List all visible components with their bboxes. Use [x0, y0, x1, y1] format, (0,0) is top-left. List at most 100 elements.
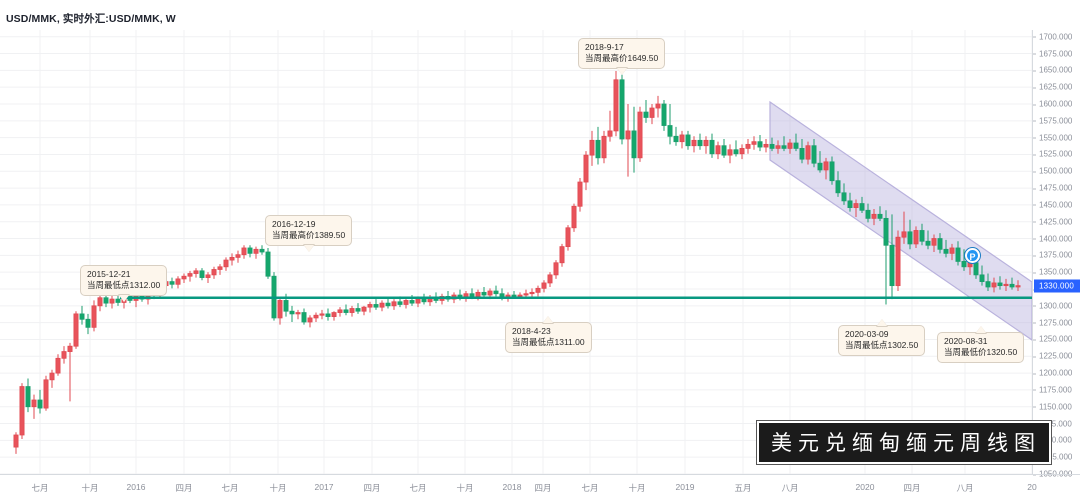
candlestick [13, 432, 19, 454]
candlestick [97, 295, 103, 312]
candlestick [241, 245, 247, 259]
candlestick [325, 308, 331, 321]
candlestick [631, 106, 637, 173]
candlestick [709, 133, 715, 158]
candlestick [607, 110, 613, 142]
candlestick [895, 230, 901, 292]
price-tick: 1300.000 [1033, 301, 1072, 310]
current-price-tag: 1330.000 [1034, 279, 1080, 293]
candlestick [913, 226, 919, 248]
annotation-date: 2016-12-19 [272, 219, 316, 229]
candlestick [805, 141, 811, 165]
candlestick [373, 299, 379, 310]
callout-tail [542, 316, 555, 324]
candlestick [655, 95, 661, 118]
candlestick [601, 130, 607, 164]
candlestick [493, 285, 499, 297]
candlestick [49, 369, 55, 388]
candlestick [589, 130, 595, 166]
candlestick [43, 375, 49, 411]
annotation-date: 2015-12-21 [87, 269, 131, 279]
price-tick: 1200.000 [1033, 369, 1072, 378]
candlestick [919, 223, 925, 246]
candlestick [817, 151, 823, 173]
candlestick [1015, 280, 1021, 292]
candlestick [703, 136, 709, 154]
price-tick: 1375.000 [1033, 251, 1072, 260]
candlestick [301, 308, 307, 325]
time-tick: 四月 [175, 483, 193, 493]
candlestick [253, 246, 259, 259]
time-tick: 2020 [855, 482, 875, 492]
price-tick: 1400.000 [1033, 234, 1072, 243]
callout-tail [615, 67, 628, 75]
candlestick [73, 311, 79, 349]
price-tick: 1425.000 [1033, 217, 1072, 226]
candlestick-svg [0, 30, 1032, 474]
price-tick: 1700.000 [1033, 32, 1072, 41]
price-tick: 1450.000 [1033, 200, 1072, 209]
pin-badge-icon[interactable]: P [965, 248, 980, 263]
candlestick [649, 104, 655, 125]
candlestick [205, 272, 211, 283]
candlestick [925, 230, 931, 250]
candlestick [799, 138, 805, 164]
time-tick: 八月 [956, 483, 974, 493]
candlestick [787, 138, 793, 154]
candlestick [331, 311, 337, 321]
candlestick [445, 291, 451, 302]
price-tick: 1175.000 [1033, 385, 1072, 394]
annotation-callout[interactable]: 2020-08-31 当周最低价1320.50 [937, 326, 1025, 363]
price-tick: 1675.000 [1033, 49, 1072, 58]
candlestick [955, 241, 961, 266]
candlestick [829, 156, 835, 185]
candlestick [1009, 277, 1015, 290]
time-tick: 2016 [126, 482, 146, 492]
annotation-callout[interactable]: 2020-03-09 当周最低点1302.50 [838, 319, 926, 356]
price-axis[interactable]: 1700.000 1675.000 1650.000 1625.000 1600.000… [1032, 30, 1080, 479]
candlestick [313, 312, 319, 322]
chart-plot-area[interactable] [0, 30, 1032, 474]
candlestick [625, 104, 631, 177]
annotation-detail: 当周最低点1311.00 [512, 337, 585, 347]
annotation-callout[interactable]: 2015-12-21 当周最低点1312.00 [80, 265, 168, 302]
candlestick [769, 137, 775, 152]
candlestick [265, 247, 271, 279]
candlestick [235, 250, 241, 263]
annotation-callout[interactable]: 2018-9-17 当周最高价1649.50 [578, 38, 666, 75]
candlestick [439, 293, 445, 305]
descending-trend-channel[interactable] [769, 100, 1032, 341]
annotation-callout[interactable]: 2018-4-23 当周最低点1311.00 [505, 316, 592, 353]
candlestick [289, 305, 295, 322]
candlestick [907, 219, 913, 250]
candlestick [541, 280, 547, 293]
time-tick: 四月 [903, 483, 921, 493]
candlestick [811, 138, 817, 168]
candlestick [259, 245, 265, 255]
callout-tail [974, 326, 987, 334]
candlestick [721, 138, 727, 158]
candlestick [733, 140, 739, 157]
time-tick: 十月 [269, 483, 287, 493]
page-title: USD/MMK, 实时外汇:USD/MMK, W [6, 13, 176, 25]
candlestick [361, 305, 367, 316]
candlestick [187, 270, 193, 282]
annotation-callout[interactable]: 2016-12-19 当周最高价1389.50 [265, 215, 353, 252]
price-tick: 1625.000 [1033, 83, 1072, 92]
candlestick [307, 315, 313, 328]
candlestick [865, 203, 871, 223]
candlestick [841, 183, 847, 205]
time-axis[interactable]: 七月 十月 2016 四月 七月 十月 2017 四月 七月 十月 2018 四月 七月 十月 2019 五月… [0, 474, 1080, 504]
price-tick: 1650.000 [1033, 66, 1072, 75]
candlestick [943, 239, 949, 258]
candlestick [979, 265, 985, 286]
candlestick [211, 266, 217, 279]
price-tick: 1475.000 [1033, 184, 1072, 193]
candlestick [229, 253, 235, 266]
time-tick: 20 [1027, 482, 1037, 492]
annotation-detail: 当周最低价1320.50 [944, 347, 1018, 357]
candlestick [901, 211, 907, 244]
price-tick: 1225.000 [1033, 352, 1072, 361]
candlestick [217, 264, 223, 275]
candlestick [949, 243, 955, 261]
